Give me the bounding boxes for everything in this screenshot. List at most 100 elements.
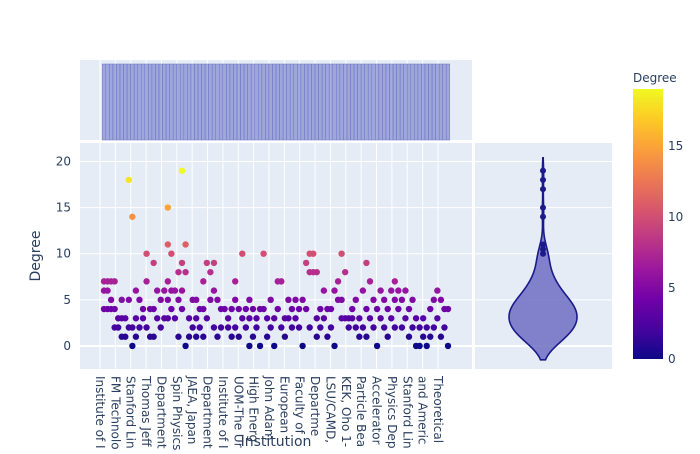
colorbar-title: Degree bbox=[633, 71, 677, 85]
data-point bbox=[377, 315, 384, 322]
data-point bbox=[370, 296, 377, 304]
data-point bbox=[313, 268, 320, 276]
data-point bbox=[107, 296, 115, 304]
data-point bbox=[228, 333, 235, 340]
histogram-bar bbox=[112, 63, 117, 141]
data-point bbox=[356, 333, 363, 340]
data-point bbox=[189, 324, 196, 331]
data-point bbox=[370, 324, 377, 331]
histogram-bar bbox=[438, 63, 443, 141]
y-axis-title: Degree bbox=[28, 231, 44, 282]
data-point bbox=[295, 324, 303, 331]
data-point bbox=[434, 287, 441, 294]
histogram-bar bbox=[346, 63, 351, 141]
histogram-bar bbox=[233, 63, 238, 141]
histogram-bar bbox=[179, 63, 185, 141]
histogram-bar bbox=[211, 63, 216, 141]
data-point bbox=[118, 296, 125, 304]
colorbar-tick-label: 10 bbox=[668, 210, 683, 224]
histogram-bar bbox=[364, 63, 369, 141]
histogram-bar bbox=[144, 63, 149, 141]
x-tick-label: Particle Bea bbox=[354, 376, 368, 447]
violin-outlier-point bbox=[540, 213, 546, 220]
data-point bbox=[302, 259, 310, 267]
data-point bbox=[380, 296, 388, 304]
data-point bbox=[359, 324, 367, 331]
data-point bbox=[338, 250, 345, 257]
data-point bbox=[423, 342, 430, 350]
data-point bbox=[331, 342, 338, 350]
data-point bbox=[281, 333, 289, 340]
histogram-bar bbox=[403, 63, 408, 141]
colorbar bbox=[633, 89, 663, 359]
histogram-bar bbox=[219, 63, 224, 141]
data-point bbox=[423, 324, 430, 331]
data-point bbox=[168, 250, 175, 257]
x-tick-label: Faculty of bbox=[293, 376, 307, 435]
data-point bbox=[271, 315, 278, 322]
histogram-bar bbox=[190, 63, 195, 141]
data-point bbox=[242, 324, 250, 331]
data-point bbox=[150, 259, 157, 267]
data-point bbox=[175, 333, 182, 340]
data-point bbox=[317, 305, 324, 313]
histogram-bar bbox=[261, 63, 266, 141]
histogram-bar bbox=[119, 63, 124, 141]
data-point bbox=[150, 333, 157, 340]
histogram-bar bbox=[183, 63, 188, 141]
histogram-bar bbox=[279, 63, 284, 141]
histogram-bar bbox=[109, 63, 114, 141]
data-point bbox=[164, 241, 172, 248]
histogram-bar bbox=[116, 63, 121, 141]
data-point bbox=[111, 278, 118, 285]
histogram-bar bbox=[204, 63, 209, 141]
x-tick-label: Theoretical bbox=[431, 375, 445, 443]
histogram-bar bbox=[137, 63, 142, 141]
data-point bbox=[430, 296, 438, 304]
data-point bbox=[203, 259, 211, 267]
histogram-bar bbox=[385, 63, 390, 141]
data-point bbox=[285, 315, 292, 322]
data-point bbox=[207, 296, 214, 304]
histogram-bar bbox=[148, 63, 153, 141]
histogram-bar bbox=[126, 63, 131, 141]
data-point bbox=[313, 333, 320, 340]
data-point bbox=[132, 287, 140, 294]
data-point bbox=[111, 305, 118, 313]
data-point bbox=[391, 324, 399, 331]
data-point bbox=[388, 315, 395, 322]
data-point bbox=[178, 167, 186, 174]
data-point bbox=[267, 324, 274, 331]
data-point bbox=[185, 333, 193, 340]
data-point bbox=[235, 305, 242, 313]
y-tick-label: 20 bbox=[56, 154, 71, 168]
data-point bbox=[175, 296, 182, 304]
data-point bbox=[434, 315, 441, 322]
data-point bbox=[150, 305, 157, 313]
data-point bbox=[444, 305, 452, 313]
histogram-bar bbox=[236, 63, 241, 141]
histogram-bar bbox=[421, 63, 426, 141]
x-tick-label: LSU/CAMD, bbox=[323, 376, 337, 443]
histogram-bar bbox=[343, 63, 348, 141]
data-point bbox=[363, 333, 370, 340]
histogram-bar bbox=[165, 63, 170, 141]
data-point bbox=[352, 324, 359, 331]
x-tick-label: UOM-The Ur bbox=[231, 376, 245, 448]
data-point bbox=[210, 259, 218, 267]
data-point bbox=[437, 333, 445, 340]
histogram-bar bbox=[360, 63, 365, 141]
histogram-bar bbox=[389, 63, 394, 141]
main-plot-background bbox=[80, 143, 472, 369]
data-point bbox=[419, 333, 427, 340]
data-point bbox=[437, 296, 445, 304]
histogram-bar bbox=[367, 63, 373, 141]
violin-outlier-point bbox=[540, 176, 546, 183]
data-point bbox=[324, 333, 331, 340]
histogram-bar bbox=[424, 63, 429, 141]
data-point bbox=[359, 287, 367, 294]
data-point bbox=[278, 324, 285, 331]
data-point bbox=[125, 176, 133, 184]
data-point bbox=[143, 250, 150, 257]
